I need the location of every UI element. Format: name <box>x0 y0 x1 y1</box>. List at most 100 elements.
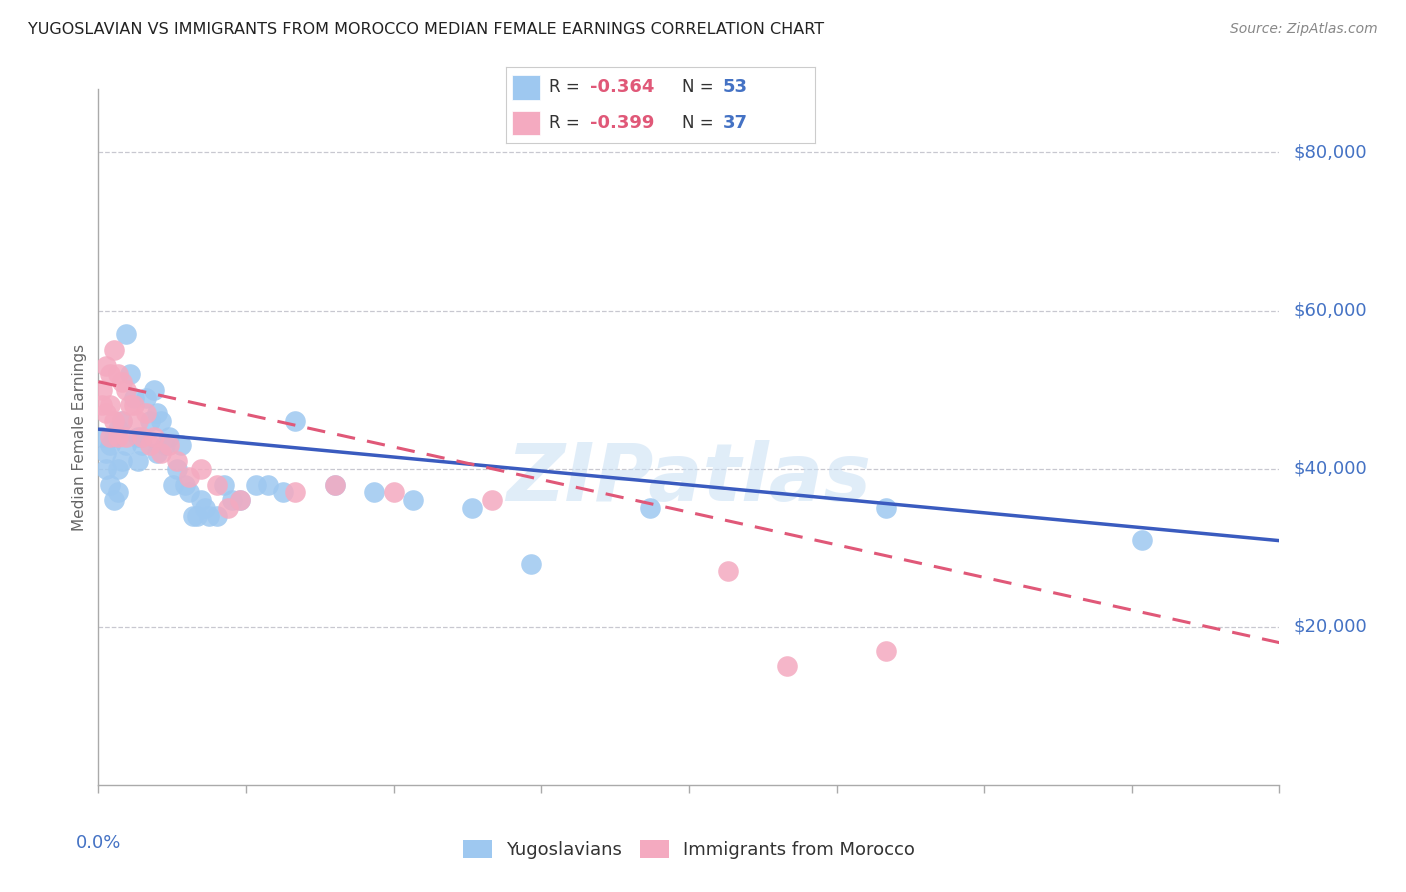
Point <box>96 461 118 475</box>
Point <box>162 477 184 491</box>
Point <box>194 501 217 516</box>
Point <box>229 493 252 508</box>
Point <box>135 406 157 420</box>
Point <box>91 383 114 397</box>
Point <box>638 501 661 516</box>
Point <box>98 367 121 381</box>
Point <box>142 383 165 397</box>
Point <box>146 406 169 420</box>
Text: N =: N = <box>682 114 720 132</box>
Point <box>273 485 295 500</box>
Text: -0.399: -0.399 <box>589 114 654 132</box>
Point <box>284 414 307 428</box>
Legend: Yugoslavians, Immigrants from Morocco: Yugoslavians, Immigrants from Morocco <box>456 832 922 866</box>
Y-axis label: Median Female Earnings: Median Female Earnings <box>72 343 87 531</box>
Point <box>96 359 118 373</box>
Point <box>402 493 425 508</box>
Point <box>166 461 188 475</box>
Point <box>103 414 125 428</box>
Point <box>166 454 188 468</box>
Point <box>323 477 346 491</box>
Point <box>177 469 200 483</box>
Point <box>107 485 129 500</box>
Point <box>131 430 153 444</box>
Text: $80,000: $80,000 <box>1294 144 1367 161</box>
Point <box>717 565 740 579</box>
Point <box>157 430 180 444</box>
Point <box>96 446 118 460</box>
Point <box>155 438 177 452</box>
Text: ZIPatlas: ZIPatlas <box>506 440 872 518</box>
Point <box>98 477 121 491</box>
Point <box>115 383 138 397</box>
Point <box>131 438 153 452</box>
Point <box>127 414 149 428</box>
Point <box>190 493 212 508</box>
Point <box>127 454 149 468</box>
Point <box>875 643 897 657</box>
Point <box>323 477 346 491</box>
Point <box>875 501 897 516</box>
Point <box>98 399 121 413</box>
Point <box>284 485 307 500</box>
Point <box>138 414 160 428</box>
Point <box>122 399 145 413</box>
Point <box>170 438 193 452</box>
Point <box>96 406 118 420</box>
Point <box>118 399 141 413</box>
Text: $60,000: $60,000 <box>1294 301 1367 319</box>
Text: $40,000: $40,000 <box>1294 459 1367 478</box>
Point <box>111 454 134 468</box>
Point <box>461 501 484 516</box>
Point <box>776 659 799 673</box>
Point <box>245 477 267 491</box>
Point <box>256 477 278 491</box>
Point <box>135 391 157 405</box>
Point <box>181 509 204 524</box>
Point <box>91 399 114 413</box>
Point <box>91 430 114 444</box>
Point <box>1130 533 1153 547</box>
Bar <box>512 111 540 136</box>
Text: YUGOSLAVIAN VS IMMIGRANTS FROM MOROCCO MEDIAN FEMALE EARNINGS CORRELATION CHART: YUGOSLAVIAN VS IMMIGRANTS FROM MOROCCO M… <box>28 22 824 37</box>
Text: N =: N = <box>682 78 720 96</box>
Point <box>122 391 145 405</box>
Point <box>103 343 125 358</box>
Point <box>142 430 165 444</box>
Point <box>118 367 141 381</box>
Point <box>481 493 503 508</box>
Point <box>205 509 228 524</box>
Point <box>127 430 149 444</box>
Point <box>221 493 243 508</box>
Point <box>205 477 228 491</box>
Text: 37: 37 <box>723 114 748 132</box>
Point <box>111 414 134 428</box>
Bar <box>512 75 540 100</box>
Text: $20,000: $20,000 <box>1294 618 1367 636</box>
Point <box>190 461 212 475</box>
Point <box>146 446 169 460</box>
Point <box>363 485 385 500</box>
Text: 0.0%: 0.0% <box>76 834 121 852</box>
Point <box>111 375 134 389</box>
Point <box>214 477 236 491</box>
Text: 53: 53 <box>723 78 748 96</box>
Point <box>115 327 138 342</box>
Point <box>103 493 125 508</box>
Text: R =: R = <box>550 114 585 132</box>
Point <box>103 430 125 444</box>
Point <box>107 367 129 381</box>
Text: Source: ZipAtlas.com: Source: ZipAtlas.com <box>1230 22 1378 37</box>
Point <box>150 446 173 460</box>
Point <box>107 430 129 444</box>
Point <box>229 493 252 508</box>
Text: -0.364: -0.364 <box>589 78 654 96</box>
Point <box>150 414 173 428</box>
Point <box>107 461 129 475</box>
Point <box>107 422 129 436</box>
Point <box>217 501 239 516</box>
Point <box>177 485 200 500</box>
Point <box>98 438 121 452</box>
Point <box>138 438 160 452</box>
Point <box>115 438 138 452</box>
